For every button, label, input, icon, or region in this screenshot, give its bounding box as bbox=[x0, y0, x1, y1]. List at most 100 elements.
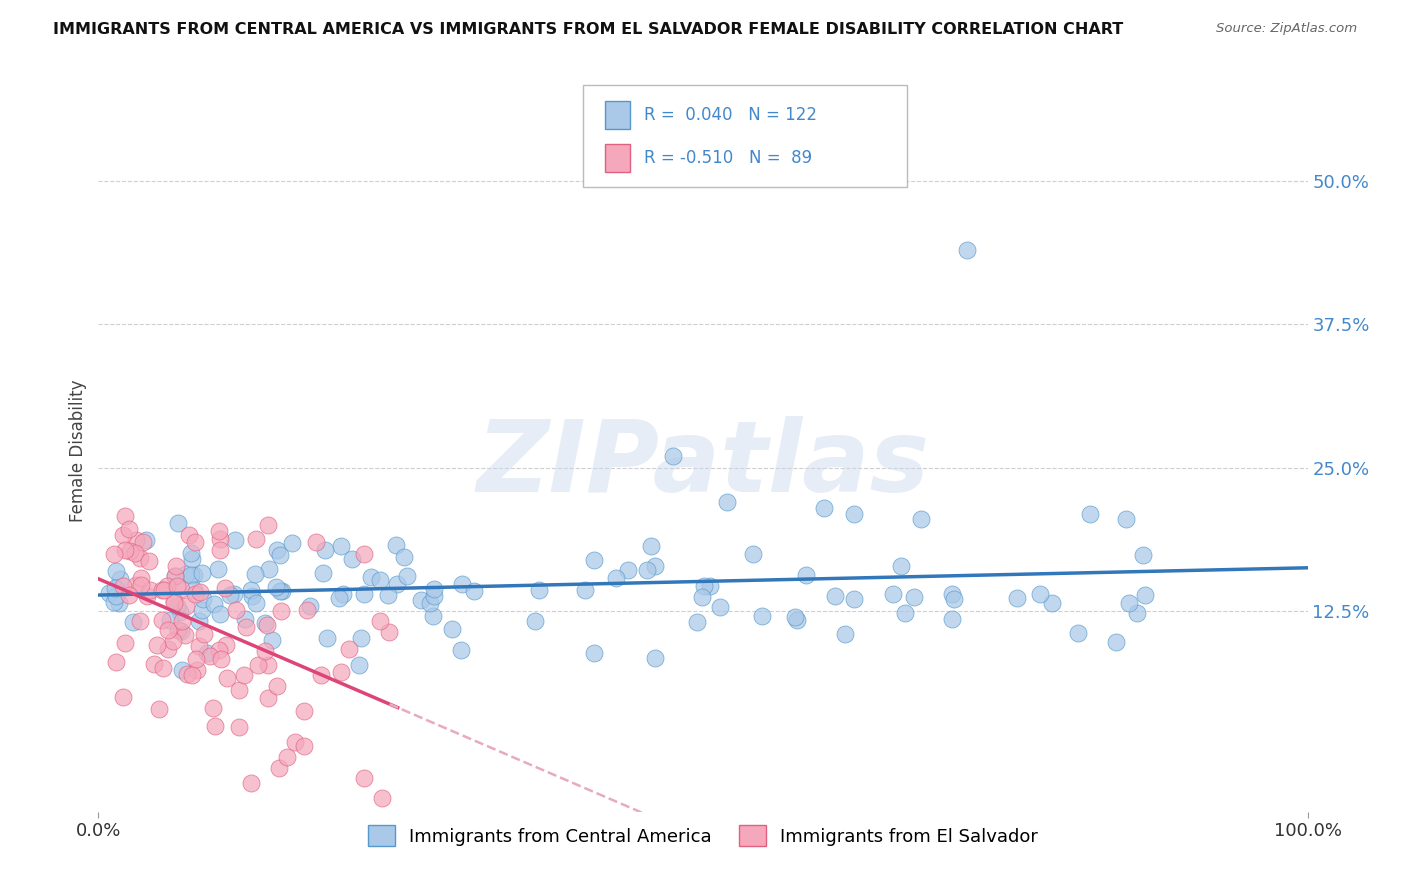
Point bbox=[644, 559, 666, 574]
Point bbox=[228, 683, 250, 698]
Point bbox=[167, 516, 190, 531]
Point bbox=[368, 573, 391, 587]
Point bbox=[146, 638, 169, 652]
Point bbox=[1007, 591, 1029, 606]
Point bbox=[143, 657, 166, 671]
Point bbox=[256, 657, 278, 672]
Point bbox=[353, 587, 375, 601]
Point bbox=[527, 582, 550, 597]
Point bbox=[193, 626, 215, 640]
Point bbox=[157, 624, 180, 638]
Point bbox=[188, 585, 211, 599]
Point bbox=[138, 554, 160, 568]
Point bbox=[292, 704, 315, 718]
Point bbox=[305, 535, 328, 549]
Point bbox=[267, 761, 290, 775]
Point bbox=[163, 593, 186, 607]
Point bbox=[316, 632, 339, 646]
Point bbox=[699, 579, 721, 593]
Point bbox=[385, 538, 408, 552]
Point bbox=[243, 567, 266, 582]
Point bbox=[195, 646, 218, 660]
Point bbox=[209, 607, 232, 621]
Point bbox=[187, 615, 209, 629]
Point bbox=[269, 583, 291, 598]
Point bbox=[98, 585, 121, 599]
Point bbox=[202, 598, 225, 612]
Point bbox=[644, 650, 666, 665]
Point bbox=[159, 613, 181, 627]
Point bbox=[208, 643, 231, 657]
Point bbox=[131, 534, 153, 549]
Point bbox=[419, 596, 441, 610]
Point bbox=[910, 512, 932, 526]
Point bbox=[118, 544, 141, 558]
Point bbox=[180, 567, 202, 582]
Point bbox=[264, 580, 287, 594]
Point bbox=[103, 581, 125, 595]
Point bbox=[834, 627, 856, 641]
Point bbox=[114, 635, 136, 649]
Text: Source: ZipAtlas.com: Source: ZipAtlas.com bbox=[1216, 22, 1357, 36]
Text: IMMIGRANTS FROM CENTRAL AMERICA VS IMMIGRANTS FROM EL SALVADOR FEMALE DISABILITY: IMMIGRANTS FROM CENTRAL AMERICA VS IMMIG… bbox=[53, 22, 1123, 37]
Point bbox=[786, 613, 808, 627]
Point bbox=[150, 613, 173, 627]
Point bbox=[215, 671, 238, 685]
Point bbox=[941, 587, 963, 601]
Point bbox=[105, 564, 128, 578]
Point bbox=[395, 569, 418, 583]
Point bbox=[200, 649, 222, 664]
Point bbox=[245, 596, 267, 610]
Point bbox=[270, 604, 292, 618]
Point bbox=[1132, 549, 1154, 563]
Point bbox=[292, 739, 315, 753]
Point bbox=[103, 595, 125, 609]
Point bbox=[574, 583, 596, 598]
Point bbox=[228, 720, 250, 734]
Point bbox=[152, 661, 174, 675]
Point bbox=[129, 578, 152, 592]
Point bbox=[181, 668, 204, 682]
Point bbox=[450, 643, 472, 657]
Point bbox=[186, 652, 208, 666]
Point bbox=[605, 572, 627, 586]
Point bbox=[180, 552, 202, 566]
Point bbox=[314, 542, 336, 557]
Point bbox=[253, 616, 276, 631]
Point bbox=[378, 624, 401, 639]
Point bbox=[165, 558, 187, 573]
Point bbox=[247, 657, 270, 672]
Point bbox=[1115, 512, 1137, 526]
Point bbox=[174, 567, 197, 582]
Point bbox=[266, 543, 288, 558]
Point bbox=[165, 568, 187, 582]
Point bbox=[942, 591, 965, 606]
Point bbox=[295, 603, 318, 617]
Point bbox=[1067, 626, 1090, 640]
Point bbox=[616, 563, 638, 577]
Point bbox=[177, 528, 200, 542]
Point bbox=[163, 596, 186, 610]
Point bbox=[340, 551, 363, 566]
Point bbox=[583, 646, 606, 660]
Point bbox=[894, 607, 917, 621]
Point bbox=[129, 551, 152, 566]
Point bbox=[214, 581, 236, 595]
Point bbox=[114, 543, 136, 558]
Point bbox=[582, 552, 605, 566]
Point bbox=[209, 652, 232, 666]
Point bbox=[298, 599, 321, 613]
Text: R = -0.510   N =  89: R = -0.510 N = 89 bbox=[644, 149, 813, 167]
Point bbox=[204, 719, 226, 733]
Point bbox=[157, 641, 180, 656]
Point bbox=[353, 547, 375, 561]
Point bbox=[882, 587, 904, 601]
Point bbox=[191, 603, 214, 617]
Legend: Immigrants from Central America, Immigrants from El Salvador: Immigrants from Central America, Immigra… bbox=[360, 818, 1046, 854]
Point bbox=[1029, 587, 1052, 601]
Point bbox=[844, 507, 866, 521]
Point bbox=[1105, 635, 1128, 649]
Point bbox=[166, 599, 188, 614]
Point bbox=[224, 586, 246, 600]
Point bbox=[112, 528, 135, 542]
